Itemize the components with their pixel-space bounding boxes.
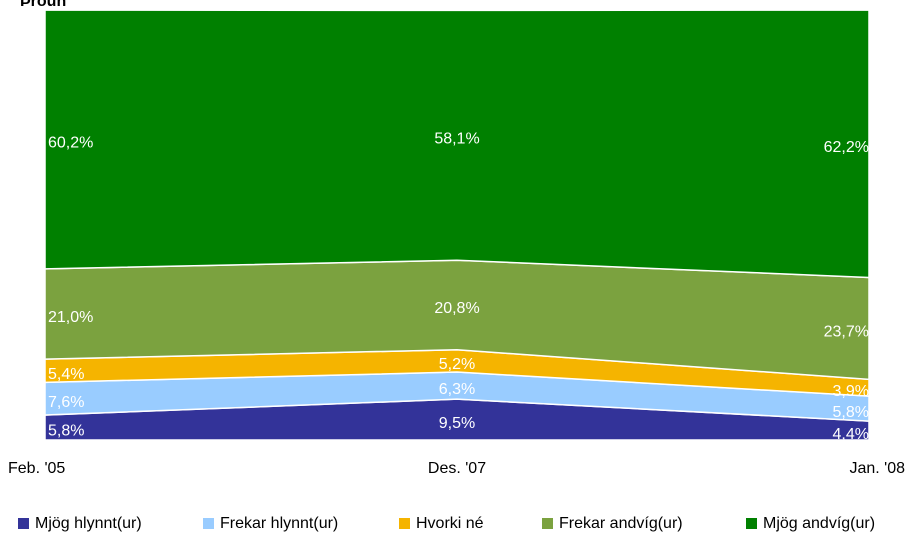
data-label: 4,4% bbox=[833, 426, 869, 443]
x-tick-label: Des. '07 bbox=[428, 460, 486, 477]
data-label: 5,8% bbox=[833, 404, 869, 421]
data-label: 9,5% bbox=[439, 415, 475, 432]
data-label: 58,1% bbox=[434, 131, 479, 148]
data-label: 60,2% bbox=[48, 135, 93, 152]
legend-label: Hvorki né bbox=[416, 515, 484, 532]
data-label: 21,0% bbox=[48, 309, 93, 326]
legend-swatch bbox=[542, 518, 553, 529]
area bbox=[44, 9, 870, 279]
legend-swatch bbox=[746, 518, 757, 529]
data-label: 23,7% bbox=[824, 324, 869, 341]
chart-title: Þróun bbox=[20, 0, 66, 10]
data-label: 7,6% bbox=[48, 394, 84, 411]
x-tick-label: Jan. '08 bbox=[849, 460, 905, 477]
data-label: 5,2% bbox=[439, 356, 475, 373]
legend-swatch bbox=[399, 518, 410, 529]
data-label: 5,4% bbox=[48, 366, 84, 383]
data-label: 5,8% bbox=[48, 423, 84, 440]
legend-swatch bbox=[203, 518, 214, 529]
data-label: 62,2% bbox=[824, 139, 869, 156]
data-label: 3,9% bbox=[833, 383, 869, 400]
data-label: 20,8% bbox=[434, 300, 479, 317]
legend-label: Frekar andvíg(ur) bbox=[559, 515, 683, 532]
legend-label: Mjög hlynnt(ur) bbox=[35, 515, 142, 532]
legend-label: Frekar hlynnt(ur) bbox=[220, 515, 338, 532]
legend-swatch bbox=[18, 518, 29, 529]
x-tick-label: Feb. '05 bbox=[8, 460, 65, 477]
legend-label: Mjög andvíg(ur) bbox=[763, 515, 875, 532]
data-label: 6,3% bbox=[439, 381, 475, 398]
